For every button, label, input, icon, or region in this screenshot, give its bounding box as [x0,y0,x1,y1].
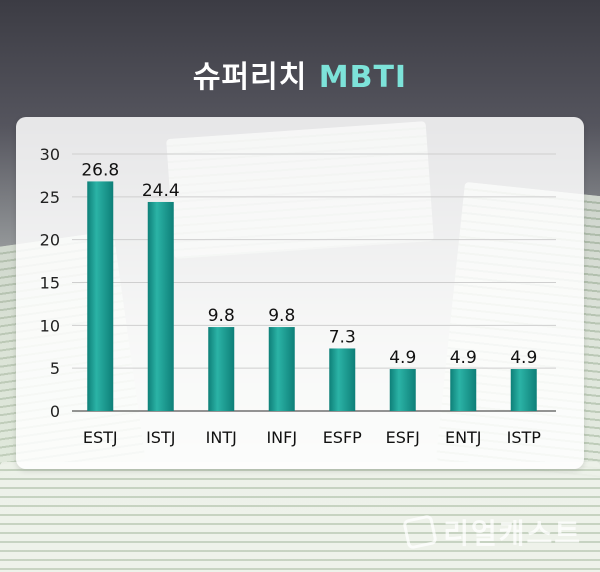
data-label: 9.8 [208,306,235,326]
y-tick-label: 10 [40,316,60,335]
data-label: 4.9 [510,348,537,368]
y-tick-label: 25 [40,188,60,207]
background-money-stack-bottom [0,462,600,572]
y-tick-label: 20 [40,231,60,250]
x-tick-label: ISTP [507,428,542,447]
bar [208,327,235,411]
data-label: 4.9 [389,348,416,368]
title-accent: MBTI [318,60,408,95]
y-tick-label: 15 [40,274,60,293]
x-tick-label: INTJ [206,428,237,447]
data-label: 4.9 [450,348,477,368]
bar [389,369,416,411]
bar [147,201,174,411]
data-label: 9.8 [268,306,295,326]
bar [510,369,537,411]
x-tick-label: INFJ [266,428,297,447]
data-label: 26.8 [81,160,119,180]
data-label: 7.3 [329,327,356,347]
brand-watermark-text: 리얼캐스트 [443,517,582,550]
title-main: 슈퍼리치 [192,60,308,95]
y-tick-label: 5 [50,359,60,378]
x-tick-label: ESFP [323,428,362,447]
x-tick-label: ESFJ [386,428,420,447]
bar [87,181,114,411]
y-tick-label: 30 [40,145,60,164]
x-tick-label: ESTJ [83,428,118,447]
bar [329,348,356,411]
page-title: 슈퍼리치 MBTI [0,52,600,96]
bar [268,327,295,411]
bar [450,369,477,411]
x-tick-label: ISTJ [146,428,175,447]
brand-logo-icon [402,514,438,550]
brand-watermark: 리얼캐스트 [402,512,582,552]
y-tick-label: 0 [50,402,60,421]
data-label: 24.4 [142,181,180,201]
x-tick-label: ENTJ [445,428,482,447]
